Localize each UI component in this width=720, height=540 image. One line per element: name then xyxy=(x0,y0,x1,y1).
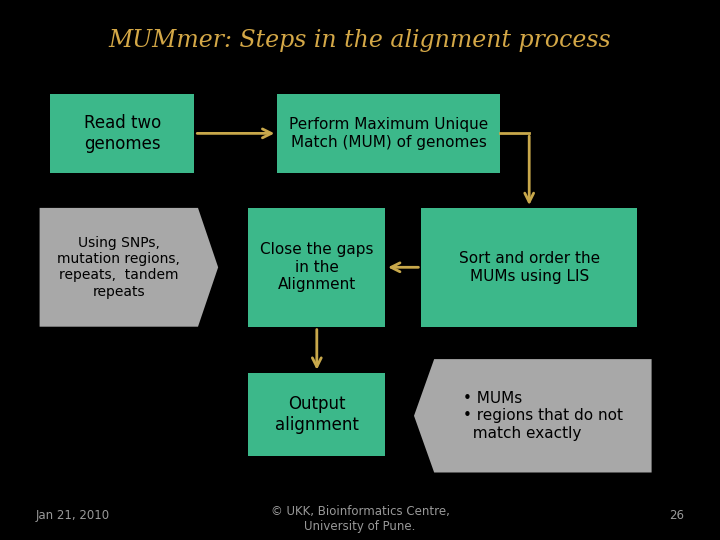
Polygon shape xyxy=(414,359,652,472)
FancyBboxPatch shape xyxy=(277,94,500,173)
Text: • MUMs
• regions that do not
  match exactly: • MUMs • regions that do not match exact… xyxy=(463,391,623,441)
Text: 26: 26 xyxy=(669,509,684,522)
Polygon shape xyxy=(40,208,218,327)
FancyBboxPatch shape xyxy=(421,208,637,327)
Text: Close the gaps
in the
Alignment: Close the gaps in the Alignment xyxy=(260,242,374,292)
Text: Output
alignment: Output alignment xyxy=(275,395,359,434)
FancyBboxPatch shape xyxy=(248,208,385,327)
FancyBboxPatch shape xyxy=(50,94,194,173)
Text: MUMmer: Steps in the alignment process: MUMmer: Steps in the alignment process xyxy=(109,29,611,52)
Text: Jan 21, 2010: Jan 21, 2010 xyxy=(36,509,110,522)
Text: Sort and order the
MUMs using LIS: Sort and order the MUMs using LIS xyxy=(459,251,600,284)
Text: Using SNPs,
mutation regions,
repeats,  tandem
repeats: Using SNPs, mutation regions, repeats, t… xyxy=(58,236,180,299)
FancyBboxPatch shape xyxy=(248,373,385,456)
Text: Read two
genomes: Read two genomes xyxy=(84,114,161,153)
Text: © UKK, Bioinformatics Centre,
University of Pune.: © UKK, Bioinformatics Centre, University… xyxy=(271,505,449,534)
Text: Perform Maximum Unique
Match (MUM) of genomes: Perform Maximum Unique Match (MUM) of ge… xyxy=(289,117,488,150)
